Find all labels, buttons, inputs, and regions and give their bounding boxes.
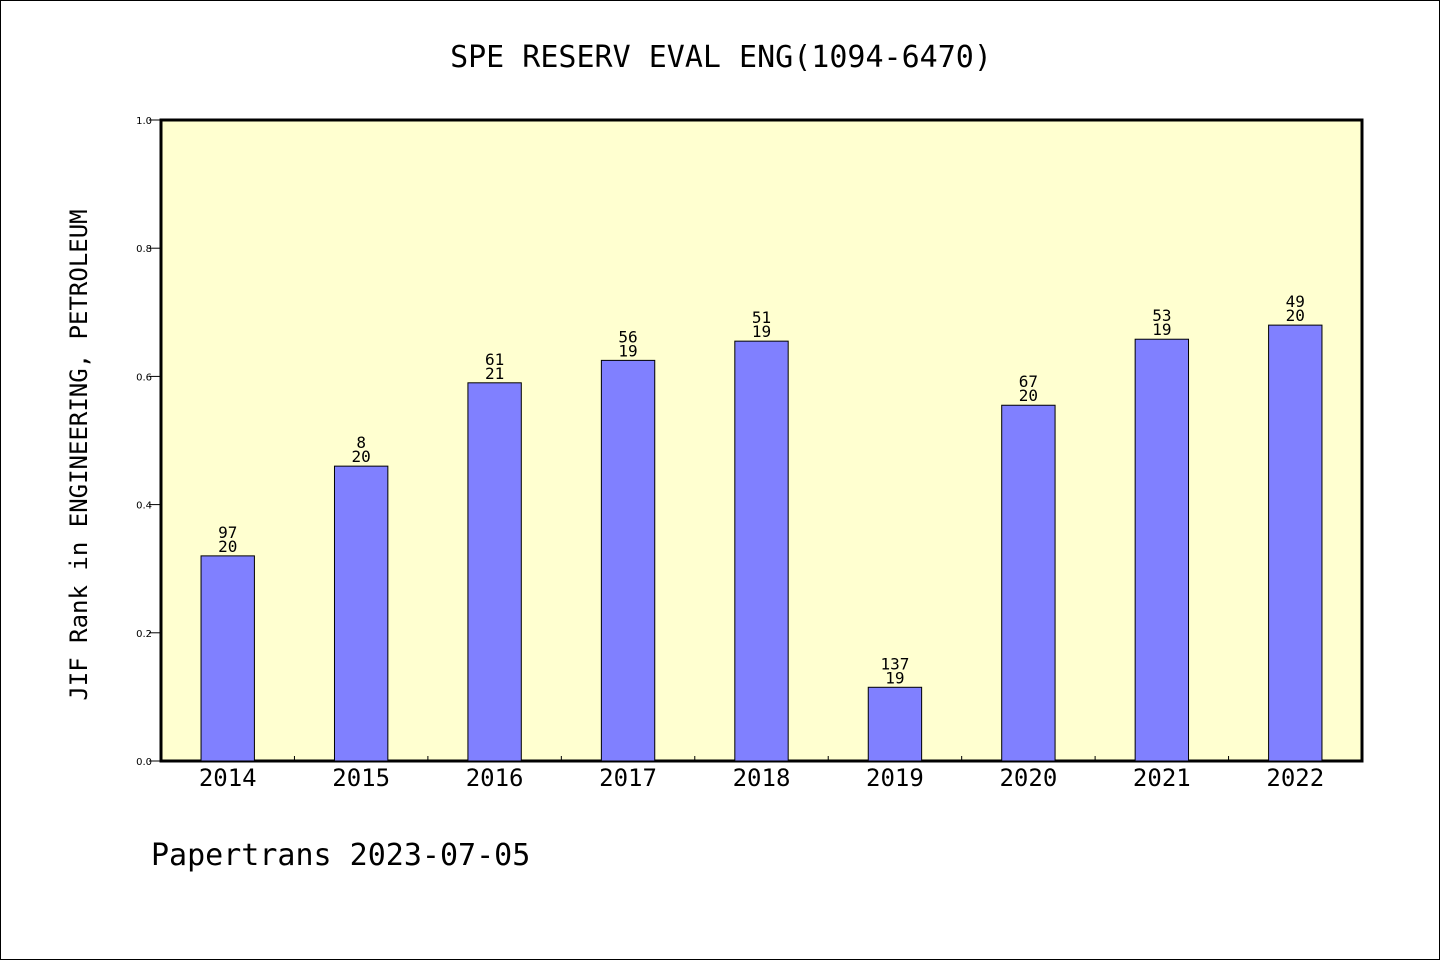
bar-label-rank: 61 xyxy=(485,350,504,369)
chart-title: SPE RESERV EVAL ENG(1094-6470) xyxy=(450,40,992,75)
y-tick-label: 0.0 xyxy=(136,757,152,768)
bar-label-total: 19 xyxy=(618,341,637,360)
x-tick-label: 2020 xyxy=(999,764,1057,792)
bar-label-rank: 49 xyxy=(1286,292,1305,311)
bar-label-rank: 8 xyxy=(356,433,366,452)
footer-credit: Papertrans 2023-07-05 xyxy=(151,838,530,873)
bar-label-rank: 51 xyxy=(752,308,771,327)
x-tick-label: 2017 xyxy=(599,764,657,792)
bar-label-total: 20 xyxy=(352,447,371,466)
bar-label-rank: 137 xyxy=(880,654,909,673)
bar-label-rank: 53 xyxy=(1152,306,1171,325)
bar-label-rank: 97 xyxy=(218,523,237,542)
bar-2022 xyxy=(1268,324,1323,762)
x-tick-label: 2019 xyxy=(866,764,924,792)
bar-2016 xyxy=(467,382,522,762)
bar-label-rank: 56 xyxy=(618,327,637,346)
bar-label-total: 19 xyxy=(885,668,904,687)
bar-label-total: 21 xyxy=(485,364,504,383)
y-tick-label: 0.6 xyxy=(136,372,152,383)
x-tick-label: 2014 xyxy=(199,764,257,792)
bars xyxy=(200,324,1323,762)
y-tick-label: 0.2 xyxy=(136,629,152,640)
bar-label-rank: 67 xyxy=(1019,372,1038,391)
bar-label-total: 20 xyxy=(1019,386,1038,405)
bar-2014 xyxy=(200,555,255,762)
bar-2015 xyxy=(333,465,389,762)
y-tick-label: 1.0 xyxy=(136,116,152,127)
bar-2021 xyxy=(1134,338,1190,762)
bar-2019 xyxy=(867,686,923,762)
bar-2018 xyxy=(734,340,789,762)
x-tick-label: 2016 xyxy=(466,764,524,792)
bar-label-total: 20 xyxy=(1286,306,1305,325)
x-tick-label: 2015 xyxy=(332,764,390,792)
x-tick-label: 2021 xyxy=(1133,764,1191,792)
y-tick-label: 0.8 xyxy=(136,244,152,255)
y-axis: 0.0 0.2 0.4 0.6 0.8 1.0 xyxy=(136,116,161,768)
y-tick-label: 0.4 xyxy=(136,501,152,512)
bar-label-total: 20 xyxy=(218,537,237,556)
bar-2020 xyxy=(1001,404,1056,762)
y-axis-label: JIF Rank in ENGINEERING, PETROLEUM xyxy=(65,209,93,700)
bar-label-total: 19 xyxy=(752,322,771,341)
x-tick-label: 2022 xyxy=(1266,764,1324,792)
x-axis: 2014 2015 2016 2017 2018 2019 2020 2021 2022 xyxy=(199,756,1324,792)
bar-label-total: 19 xyxy=(1152,320,1171,339)
bar-2017 xyxy=(600,359,656,762)
x-tick-label: 2018 xyxy=(733,764,791,792)
